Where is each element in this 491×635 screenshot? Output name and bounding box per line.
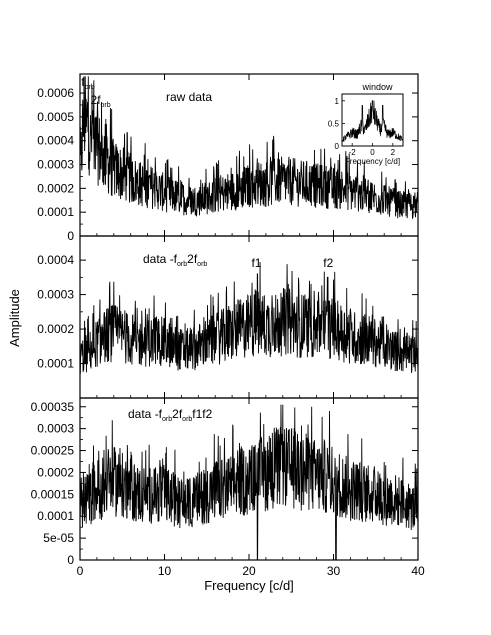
y-tick-label: 0.0003 [37, 288, 74, 302]
inset-x-tick-label: -2 [349, 148, 357, 157]
inset-x-tick-label: 0 [370, 148, 375, 157]
peak-label-text: f1 [251, 256, 261, 270]
series-line [79, 404, 419, 561]
x-tick-label: 30 [327, 564, 341, 578]
inset-title: window [361, 82, 393, 92]
peak-label-sub: orb [101, 102, 111, 109]
inset-x-title: Frequency [c/d] [345, 157, 400, 166]
x-tick-label: 40 [411, 564, 425, 578]
panels-layer: 0 0.0001 0.0002 0.0003 0.0004 0.0005 0.0006 raw… [31, 73, 425, 578]
panel-title: raw data [166, 90, 212, 104]
peak-label-text: f [81, 75, 85, 89]
panel-title-part: raw data [166, 90, 212, 104]
y-tick-label: 0.0003 [37, 422, 74, 436]
panel-title-part: orb [177, 261, 187, 268]
panel-title: data -forb2forb [143, 252, 207, 268]
panel-title-part: orb [197, 261, 207, 268]
panel-raw: 0 0.0001 0.0002 0.0003 0.0004 0.0005 0.0006 raw… [37, 73, 419, 243]
y-tick-label: 0.00035 [31, 400, 75, 414]
y-tick-label: 0.0001 [37, 509, 74, 523]
y-tick-label: 0.0004 [37, 134, 74, 148]
series-line [79, 76, 419, 220]
y-tick-label: 0.0002 [37, 465, 74, 479]
inset-x-tick-label: 2 [391, 148, 396, 157]
peak-label-text: 2f [91, 93, 102, 107]
panel-title: data -forb2forbf1f2 [128, 407, 213, 423]
inset-series-line [341, 100, 404, 142]
y-tick-label: 0.0005 [37, 110, 74, 124]
y-tick-label: 0.0006 [37, 86, 74, 100]
inset-y-tick-label: 0 [335, 142, 340, 151]
y-tick-label: 0.0004 [37, 253, 74, 267]
y-tick-label: 0.0001 [37, 357, 74, 371]
y-axis-title: Amplitude [7, 289, 22, 347]
panel-title-part: orb [162, 416, 172, 423]
y-tick-label: 0.0002 [37, 181, 74, 195]
y-tick-label: 0.0003 [37, 158, 74, 172]
y-tick-label: 0.00025 [31, 444, 75, 458]
y-tick-label: 0 [67, 553, 74, 567]
x-tick-label: 10 [158, 564, 172, 578]
peak-label: f1 [251, 256, 261, 270]
panel-prewhite2: 0 5e-05 0.0001 0.00015 0.0002 0.00025 0.0003 0.… [31, 397, 419, 567]
x-axis-title: Frequency [c/d] [204, 578, 294, 593]
panel-title-part: data -f [143, 252, 178, 266]
y-tick-label: 5e-05 [43, 531, 74, 545]
panel-title-part: 2f [187, 252, 198, 266]
y-tick-label: 0.0001 [37, 205, 74, 219]
panel-title-part: f1f2 [192, 407, 212, 421]
y-tick-label: 0 [67, 229, 74, 243]
panel-title-part: 2f [172, 407, 183, 421]
y-tick-label: 0.00015 [31, 487, 75, 501]
y-tick-label: 0.0002 [37, 322, 74, 336]
x-tick-label: 20 [242, 564, 256, 578]
panel-title-part: orb [182, 416, 192, 423]
panel-title-part: data -f [128, 407, 163, 421]
inset-y-tick-label: 1 [335, 97, 340, 106]
peak-label: 2forb [91, 93, 111, 109]
series-line [79, 262, 419, 375]
peak-label-text: f2 [323, 256, 333, 270]
peak-label: f2 [323, 256, 333, 270]
x-tick-label: 0 [77, 564, 84, 578]
peak-label: forb [81, 75, 95, 91]
peak-label-sub: orb [85, 84, 95, 91]
inset-y-tick-label: 0.5 [328, 119, 340, 128]
